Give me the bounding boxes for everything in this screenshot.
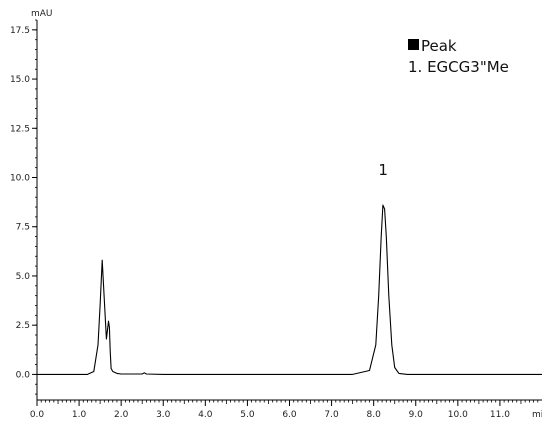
y-tick-label: 5.0	[16, 272, 31, 282]
legend-title: Peak	[421, 37, 457, 55]
y-tick-label: 2.5	[16, 321, 30, 331]
x-tick-label: 11.0	[490, 410, 510, 420]
x-tick-label: 1.0	[72, 410, 87, 420]
legend-swatch	[408, 39, 419, 50]
x-tick-label: 9.0	[409, 410, 424, 420]
x-axis-unit-label: min	[532, 410, 542, 420]
legend-entry: 1. EGCG3"Me	[408, 58, 509, 76]
plot-area	[37, 204, 542, 375]
x-tick-label: 3.0	[156, 410, 171, 420]
peak-label: 1	[378, 161, 388, 179]
y-axis-unit-label: mAU	[31, 9, 53, 19]
legend: Peak 1. EGCG3"Me	[408, 37, 509, 76]
x-tick-label: 2.0	[114, 410, 129, 420]
y-tick-label: 12.5	[10, 124, 30, 134]
x-tick-label: 7.0	[324, 410, 339, 420]
y-axis: 0.0 2.5 5.0 7.5 10.0 12.5 15.0 17.5	[10, 19, 38, 400]
y-tick-label: 10.0	[10, 174, 30, 184]
y-tick-label: 17.5	[10, 26, 30, 36]
x-tick-label: 10.0	[448, 410, 468, 420]
x-axis: 0.0 1.0 2.0 3.0 4.0 5.0 6.0 7.0 8.0 9.0 10.0 11.0	[30, 399, 542, 420]
x-tick-label: 6.0	[282, 410, 297, 420]
x-tick-label: 5.0	[240, 410, 255, 420]
x-tick-label: 4.0	[198, 410, 213, 420]
chromatogram-trace	[37, 204, 542, 375]
x-tick-label: 0.0	[30, 410, 45, 420]
peak-labels: 1	[378, 161, 388, 179]
y-tick-label: 15.0	[10, 75, 30, 85]
y-tick-label: 0.0	[16, 370, 31, 380]
x-tick-label: 8.0	[367, 410, 382, 420]
y-tick-label: 7.5	[16, 223, 30, 233]
